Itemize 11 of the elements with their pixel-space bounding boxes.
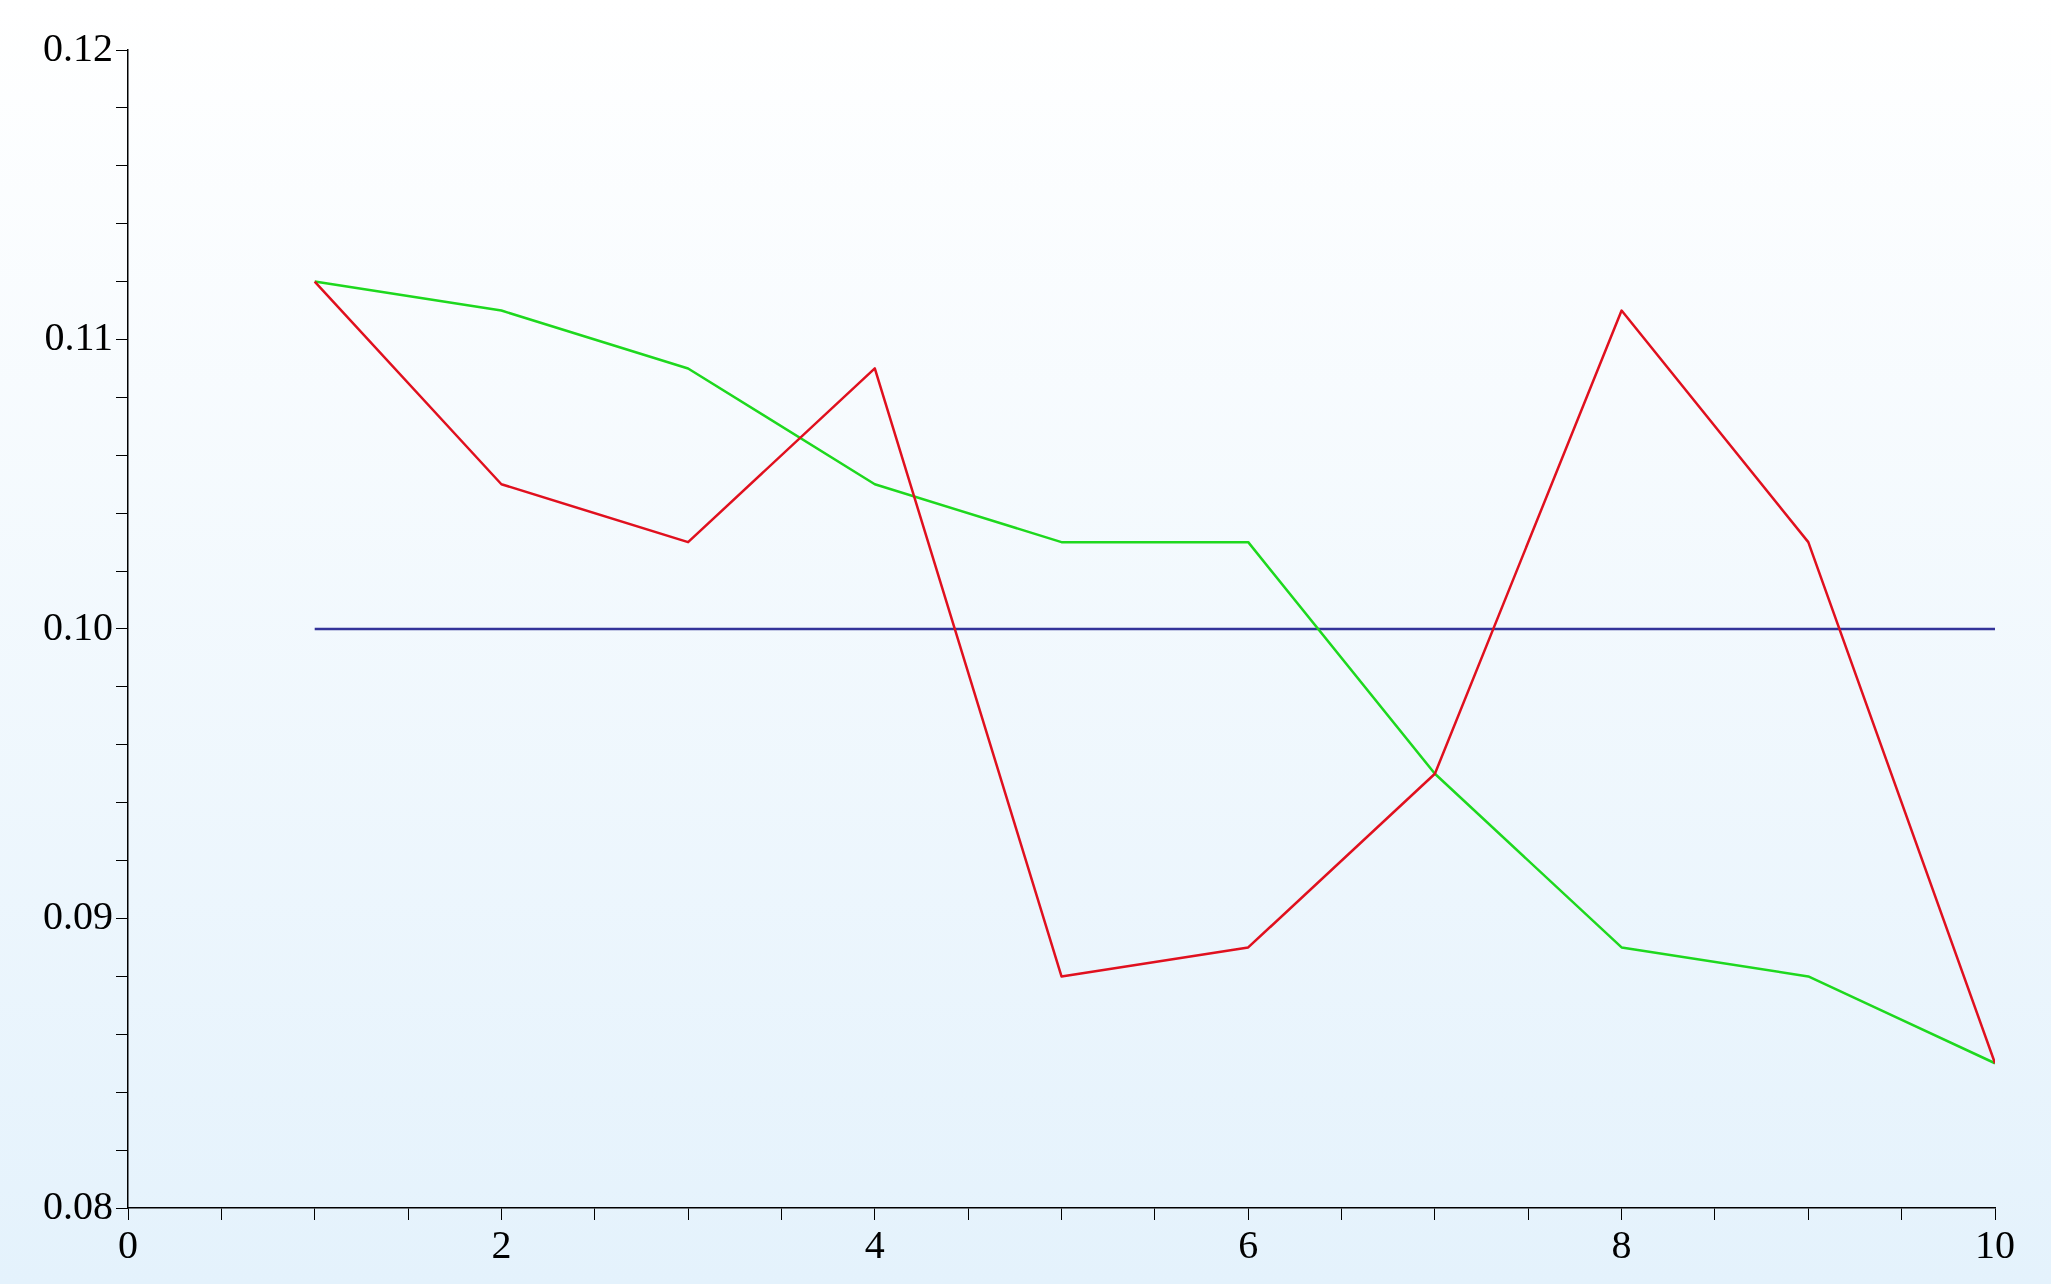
x-tick-label: 0: [118, 1221, 138, 1267]
x-tick-label: 10: [1975, 1221, 2015, 1267]
x-tick-label: 2: [491, 1221, 512, 1267]
y-tick-label: 0.09: [43, 893, 113, 938]
x-tick-label: 6: [1238, 1221, 1259, 1267]
y-tick-label: 0.11: [44, 314, 113, 359]
x-tick-label: 8: [1611, 1221, 1632, 1267]
y-tick-label: 0.10: [43, 603, 113, 649]
x-tick-label: 4: [864, 1221, 885, 1267]
y-tick-label: 0.12: [43, 24, 113, 70]
y-tick-label: 0.08: [43, 1182, 113, 1228]
